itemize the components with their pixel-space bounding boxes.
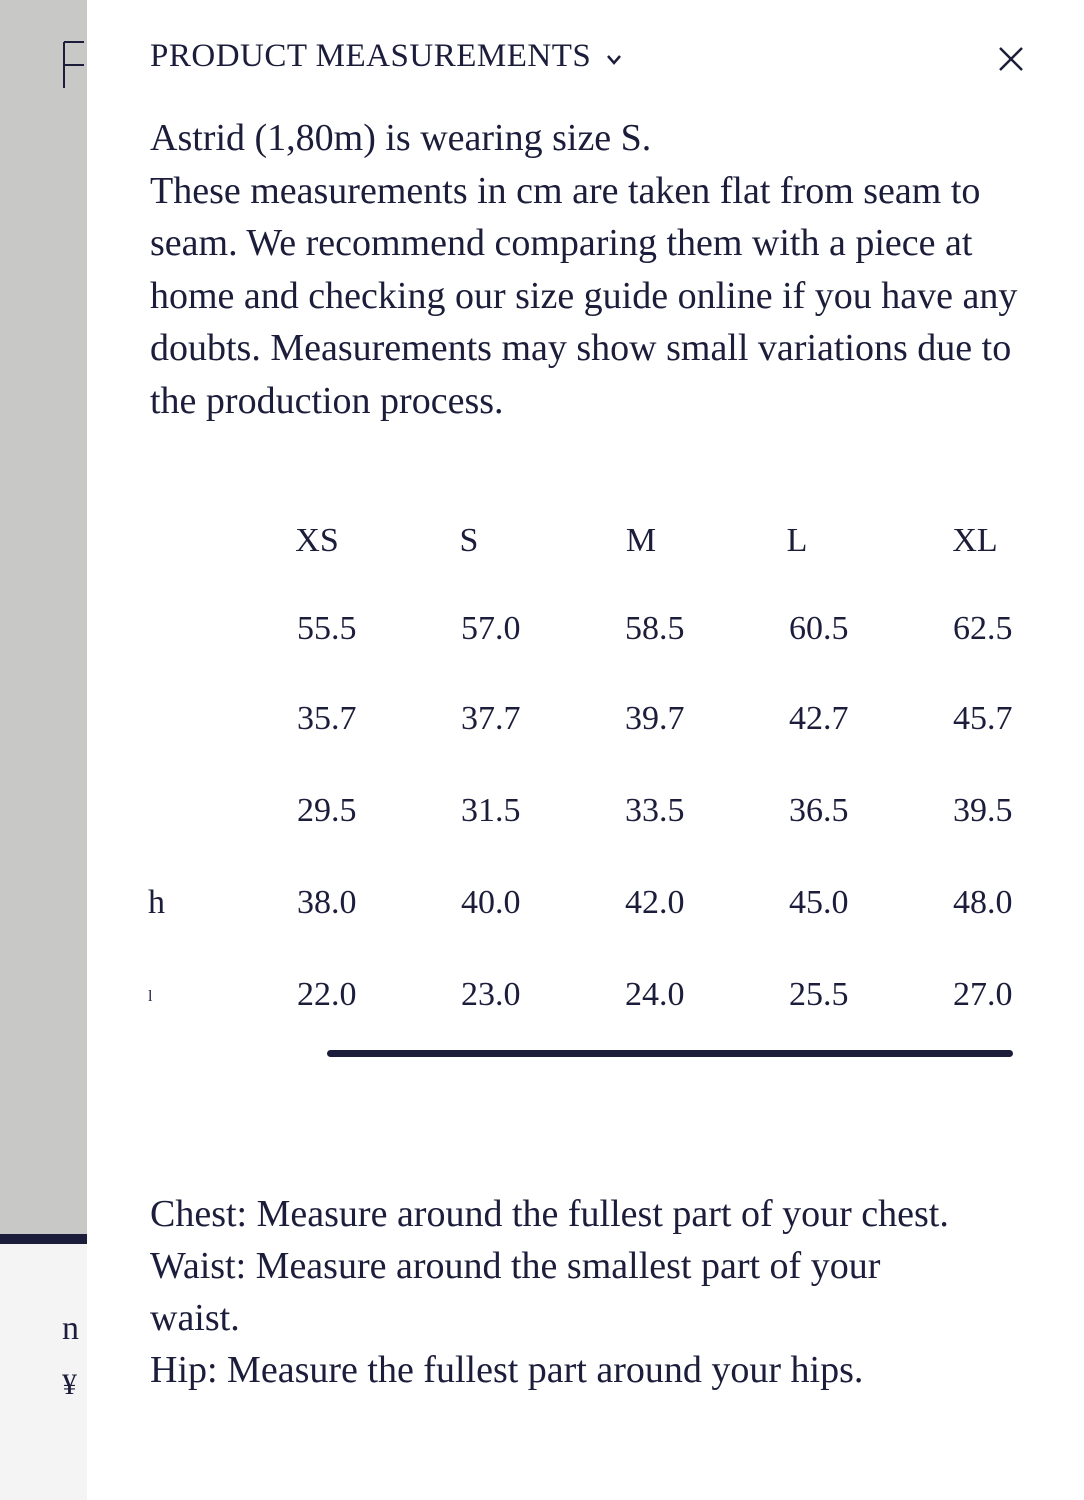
measurement: 62.5 [953,610,1013,647]
measurement: 39.5 [953,792,1013,829]
size-header: XS [295,522,339,559]
measurement: 25.5 [789,976,849,1013]
row-label: h [148,884,165,921]
size-header: S [459,522,479,559]
background-panel [0,1244,87,1500]
measurement: 39.7 [625,700,685,737]
size-header: XL [952,522,998,559]
size-header: M [625,522,657,559]
measurement: 48.0 [953,884,1013,921]
background-text: ¥ [62,1368,77,1401]
size-header: L [786,522,808,559]
background-text: n [62,1310,79,1347]
measurement: 22.0 [297,976,357,1013]
measurement: 27.0 [953,976,1013,1013]
measurement: 24.0 [625,976,685,1013]
intro: Astrid (1,80m) is wearing size S. These … [150,112,1030,427]
measurement: 58.5 [625,610,685,647]
note: Chest: Measure around the fullest part o… [150,1193,949,1235]
measurement: 55.5 [297,610,357,647]
measurement: 38.0 [297,884,357,921]
chevron-icon [607,55,621,65]
measurement: 57.0 [461,610,521,647]
measurement: 35.7 [297,700,357,737]
measurement: 36.5 [789,792,849,829]
close-button[interactable] [998,46,1024,72]
background-panel [0,0,87,1236]
section-title[interactable]: PRODUCT MEASUREMENTS [150,38,622,75]
measurement: 31.5 [461,792,521,829]
intro-model: Astrid (1,80m) is wearing size S. [150,117,652,159]
measurement: 60.5 [789,610,849,647]
measurement: 37.7 [461,700,521,737]
measurement: 29.5 [297,792,357,829]
notes: Chest: Measure around the fullest part o… [150,1188,950,1396]
note: Hip: Measure the fullest part around you… [150,1349,864,1391]
menu-icon [63,41,84,88]
measurement: 42.7 [789,700,849,737]
scroll-bar [327,1050,1013,1057]
note: Waist: Measure around the smallest part … [150,1245,881,1339]
measurement: 33.5 [625,792,685,829]
measurement: 40.0 [461,884,521,921]
measurement: 45.7 [953,700,1013,737]
row-label: l [148,988,153,1005]
background-bar [0,1234,87,1244]
measurement: 42.0 [625,884,685,921]
measurement: 45.0 [789,884,849,921]
measurement: 23.0 [461,976,521,1013]
title-text: PRODUCT MEASUREMENTS [150,38,592,74]
intro-text: These measurements in cm are taken flat … [150,169,1018,422]
